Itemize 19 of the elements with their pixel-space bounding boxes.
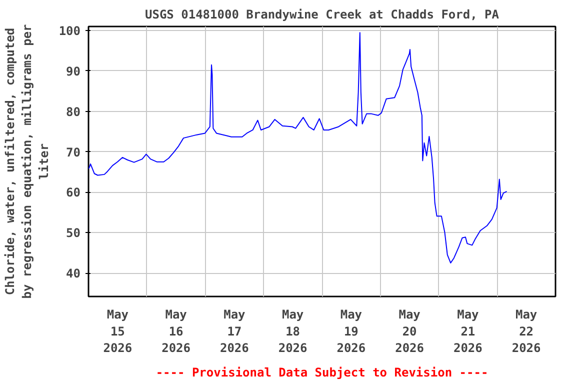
x-tick-label: May 19 2026: [336, 308, 366, 356]
y-tick-label: 70: [66, 145, 81, 160]
y-axis-title: Chloride, water, unfiltered, computed by regression equation, milligrams per liter: [3, 24, 51, 299]
y-tick-label: 100: [58, 24, 81, 38]
x-tick-label: May 15 2026: [103, 308, 132, 356]
y-tick-label: 90: [66, 64, 81, 78]
y-tick-label: 40: [66, 266, 81, 281]
y-tick-label: 80: [66, 104, 81, 119]
x-tick-label: May 22 2026: [512, 308, 541, 356]
x-tick-label: May 17 2026: [220, 308, 249, 356]
x-tick-label: May 18 2026: [278, 308, 308, 356]
y-tick-label: 50: [66, 226, 81, 240]
x-tick-label: May 21 2026: [453, 308, 482, 356]
y-tick-label: 60: [66, 186, 81, 200]
x-tick-label: May 16 2026: [162, 308, 191, 356]
chart-title: USGS 01481000 Brandywine Creek at Chadds Ford, PA: [144, 8, 500, 22]
x-tick-label: May 20 2026: [395, 308, 424, 356]
text: ---- Provisional Data Subject to Revision ----: [156, 366, 488, 380]
line-series: [88, 32, 508, 264]
